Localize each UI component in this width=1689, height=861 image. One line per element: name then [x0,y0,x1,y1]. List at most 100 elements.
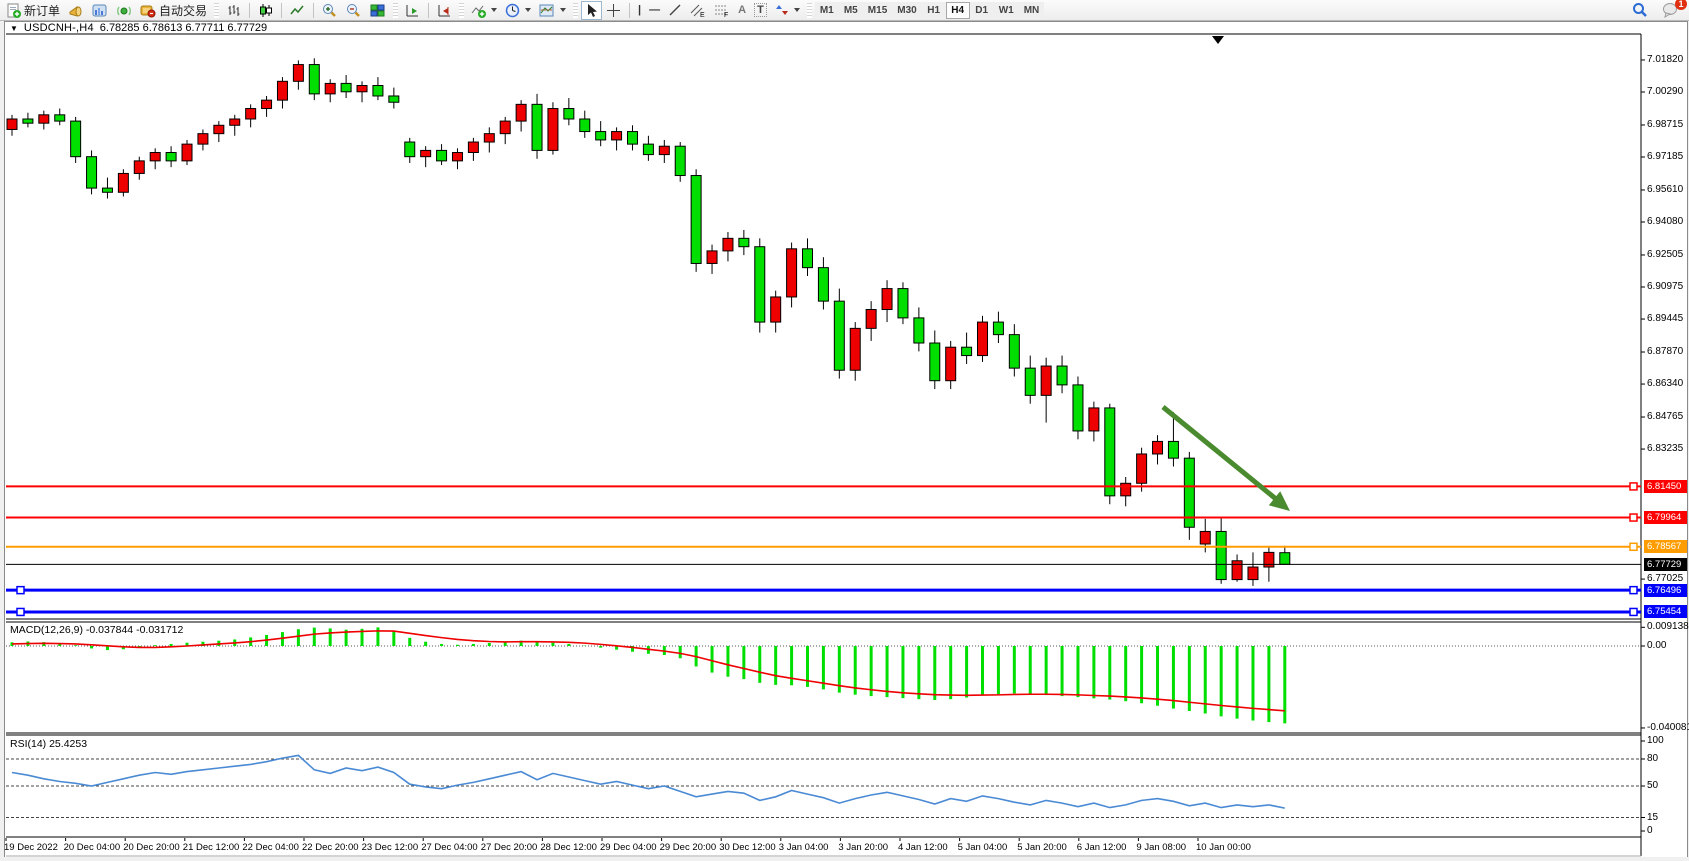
candle-body[interactable] [674,145,686,177]
candle-body[interactable] [165,151,177,162]
candle-body[interactable] [6,118,18,130]
arrows-tool-button[interactable] [771,1,804,20]
notifications-button[interactable]: 1 [1658,0,1687,20]
candle-body[interactable] [1279,552,1291,565]
candle-body[interactable] [261,99,273,110]
candle-body[interactable] [722,237,734,252]
candle-body[interactable] [292,64,304,82]
auto-scroll-button[interactable] [401,1,424,20]
candle-body[interactable] [101,187,113,193]
chart-shift-button[interactable] [433,1,456,20]
candle-body[interactable] [738,237,750,248]
candle-body[interactable] [1247,566,1259,581]
candle-body[interactable] [770,296,782,323]
candle-body[interactable] [992,321,1004,336]
timeframe-button-m1[interactable]: M1 [814,1,839,19]
candle-body[interactable] [1152,440,1164,455]
candle-body[interactable] [1104,407,1116,497]
timeframe-button-m15[interactable]: M15 [862,1,893,19]
line-handle[interactable] [1629,585,1638,595]
timeframe-button-d1[interactable]: D1 [969,1,994,19]
candle-body[interactable] [133,160,145,174]
candle-body[interactable] [1199,530,1211,545]
candle-body[interactable] [86,156,98,189]
candle-body[interactable] [706,250,718,264]
candle-body[interactable] [1263,551,1275,568]
candle-body[interactable] [1008,334,1020,369]
candle-body[interactable] [197,133,209,145]
candle-body[interactable] [1024,367,1036,396]
candle-body[interactable] [324,82,336,95]
candle-body[interactable] [786,248,798,298]
zoom-out-button[interactable] [342,1,366,20]
candle-body[interactable] [451,151,463,162]
timeframe-button-mn[interactable]: MN [1018,1,1045,19]
channel-tool-button[interactable]: E [686,1,710,20]
candle-body[interactable] [1167,440,1179,459]
candle-body[interactable] [945,346,957,382]
candle-body[interactable] [865,309,877,329]
candle-body[interactable] [388,95,400,103]
line-chart-button[interactable] [286,1,309,20]
timeframe-button-m5[interactable]: M5 [838,1,863,19]
candlestick-chart-button[interactable] [254,1,277,20]
candle-body[interactable] [754,246,766,323]
candle-body[interactable] [404,141,416,158]
candle-body[interactable] [356,85,368,93]
candle-body[interactable] [1056,365,1068,386]
candle-body[interactable] [802,248,813,269]
line-handle[interactable] [1629,542,1638,552]
candle-body[interactable] [1183,457,1195,528]
candle-body[interactable] [245,108,257,120]
candle-body[interactable] [22,118,34,124]
candle-body[interactable] [881,288,893,311]
candle-body[interactable] [499,120,511,135]
candle-body[interactable] [547,108,559,151]
timeframe-button-m30[interactable]: M30 [892,1,922,19]
vertical-line-tool-button[interactable]: | [634,1,645,20]
candle-body[interactable] [961,346,973,357]
alerts-button[interactable] [64,1,88,20]
candle-body[interactable] [913,317,925,344]
candle-body[interactable] [642,143,654,156]
line-handle[interactable] [16,585,25,595]
fibonacci-tool-button[interactable]: F [710,1,734,20]
periods-button[interactable] [501,1,535,20]
candle-body[interactable] [213,124,225,135]
candle-body[interactable] [308,64,320,95]
line-handle[interactable] [1629,607,1638,617]
line-handle[interactable] [1629,513,1638,522]
candle-body[interactable] [1040,365,1052,396]
tile-windows-button[interactable] [366,1,390,20]
candle-body[interactable] [817,267,829,302]
candle-body[interactable] [833,300,845,371]
signals-button[interactable] [112,1,136,20]
candle-body[interactable] [611,131,623,141]
new-order-button[interactable]: 新订单 [2,1,64,20]
cursor-tool-button[interactable] [581,0,603,20]
candle-body[interactable] [977,321,989,357]
candle-body[interactable] [38,114,50,124]
candle-body[interactable] [70,120,82,158]
candle-body[interactable] [54,114,66,122]
candle-body[interactable] [436,149,448,162]
candle-body[interactable] [372,85,384,97]
trend-arrow-annotation[interactable] [1161,405,1278,501]
candle-body[interactable] [1072,384,1084,432]
horizontal-line-tool-button[interactable]: — [645,1,664,20]
candle-body[interactable] [929,342,941,382]
templates-button[interactable] [535,1,570,20]
line-handle[interactable] [1629,482,1638,491]
zoom-in-button[interactable] [318,1,342,20]
crosshair-tool-button[interactable] [602,1,625,20]
market-watch-button[interactable] [88,1,112,20]
search-button[interactable] [1628,1,1652,20]
candle-body[interactable] [595,131,607,141]
candle-body[interactable] [467,141,479,153]
indicators-button[interactable] [467,1,501,20]
candle-body[interactable] [181,143,193,162]
candle-body[interactable] [626,131,638,145]
candle-body[interactable] [276,80,288,101]
candle-body[interactable] [579,118,591,133]
candle-body[interactable] [658,145,670,156]
